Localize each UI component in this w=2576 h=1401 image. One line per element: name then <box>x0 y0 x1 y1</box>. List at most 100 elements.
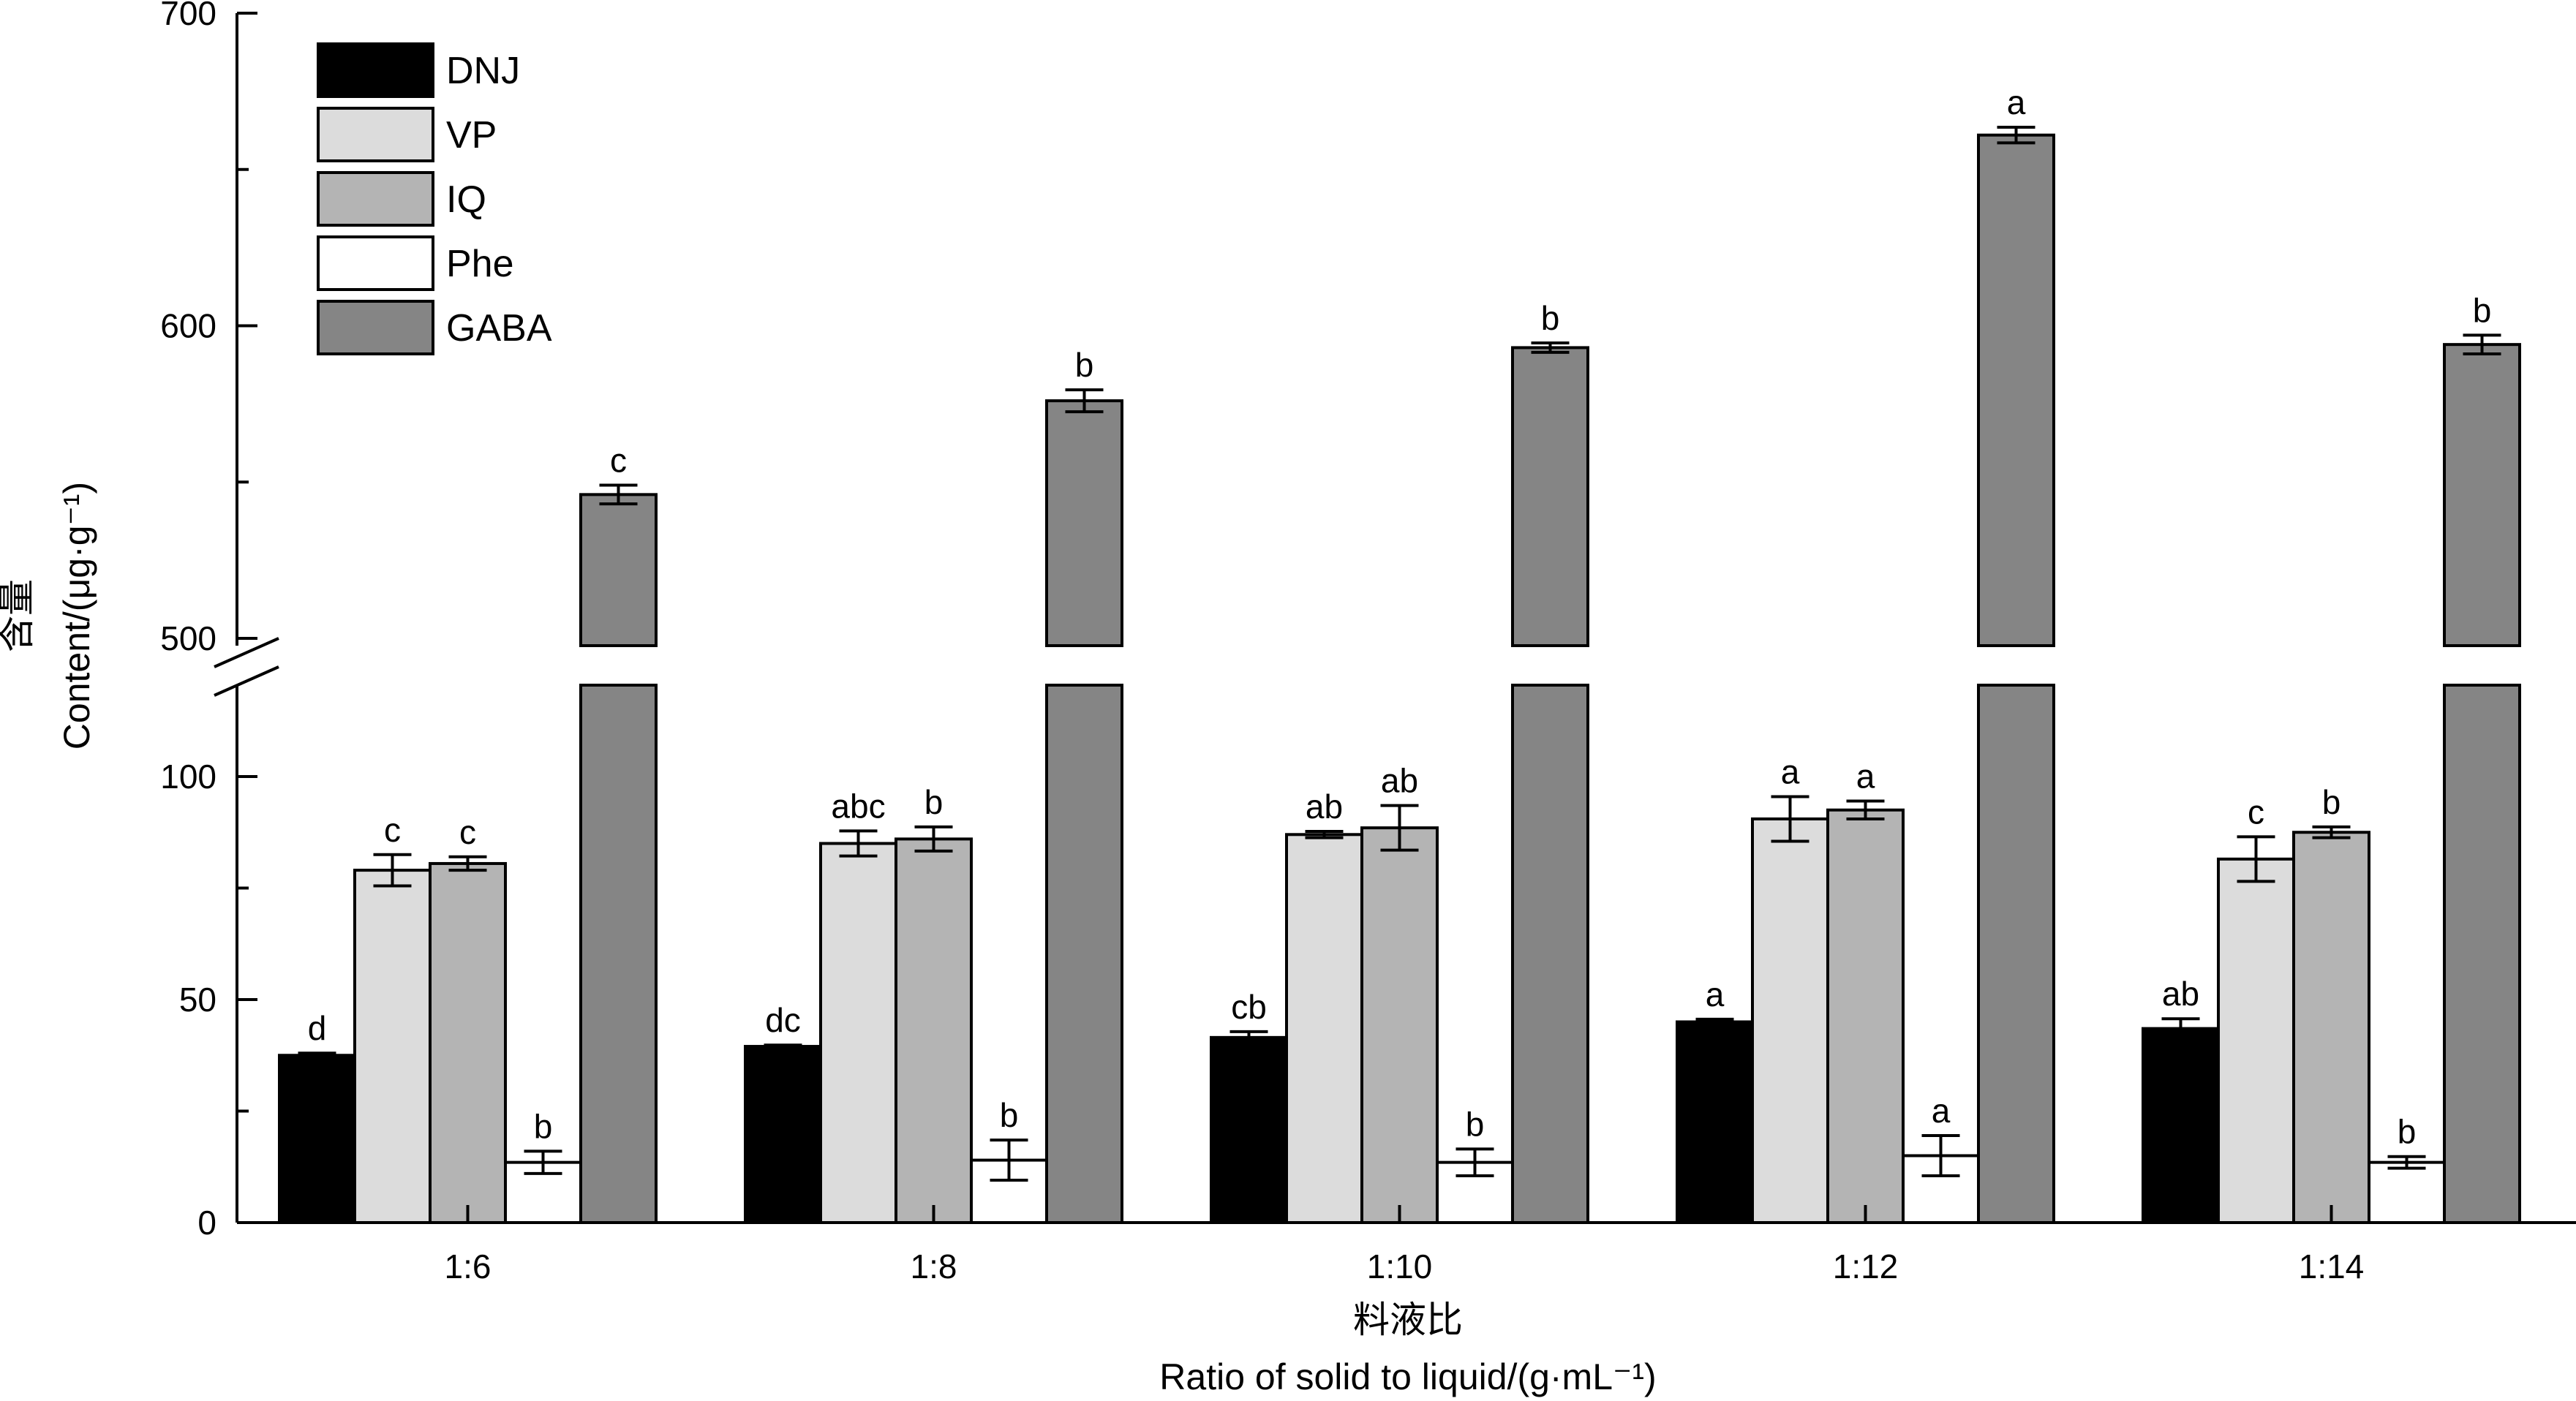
y-tick-label: 500 <box>160 619 216 657</box>
sig-label-IQ-1:14: b <box>2322 783 2341 821</box>
error-bar-DNJ-1:8 <box>764 1043 802 1049</box>
bar-GABA-1:14-upper <box>2443 343 2521 647</box>
axis-break-gap <box>238 647 2576 684</box>
x-axis-title: Ratio of solid to liquid/(g·mL⁻¹) <box>1159 1356 1656 1397</box>
error-bar-VP-1:6 <box>373 853 412 888</box>
sig-label-DNJ-1:6: d <box>308 1009 327 1047</box>
error-bar-GABA-1:14 <box>2463 333 2501 355</box>
legend-swatch-DNJ <box>317 42 434 98</box>
legend-swatch-Phe <box>317 235 434 291</box>
error-bar-GABA-1:10 <box>1531 341 1570 354</box>
sig-label-Phe-1:12: a <box>1932 1092 1951 1130</box>
sig-label-Phe-1:10: b <box>1466 1105 1485 1143</box>
bar-IQ-1:6 <box>429 861 507 1224</box>
sig-label-DNJ-1:8: dc <box>765 1001 801 1039</box>
bar-DNJ-1:14 <box>2142 1027 2220 1225</box>
bar-IQ-1:12 <box>1826 808 1905 1224</box>
sig-label-GABA-1:8: b <box>1075 346 1094 384</box>
sig-label-IQ-1:6: c <box>459 813 476 851</box>
sig-label-VP-1:8: abc <box>831 787 885 825</box>
x-tick-label-1:12: 1:12 <box>1833 1247 1899 1285</box>
x-tick-label-1:8: 1:8 <box>911 1247 957 1285</box>
error-bar-IQ-1:14 <box>2312 825 2351 839</box>
bar-GABA-1:10-lower <box>1511 684 1589 1224</box>
y-tick-label: 50 <box>179 981 216 1019</box>
bar-GABA-1:6-lower <box>579 684 658 1224</box>
y-tick-label: 700 <box>160 0 216 32</box>
bar-VP-1:14 <box>2217 857 2295 1224</box>
y-axis-title-cn: 含量 <box>0 579 37 652</box>
error-bar-IQ-1:8 <box>914 825 953 853</box>
error-bar-Phe-1:10 <box>1455 1147 1494 1177</box>
error-bar-IQ-1:12 <box>1846 799 1885 820</box>
sig-label-GABA-1:6: c <box>610 442 627 480</box>
bar-GABA-1:8-upper <box>1045 399 1123 647</box>
error-bar-DNJ-1:12 <box>1695 1017 1734 1027</box>
sig-label-DNJ-1:12: a <box>1706 975 1725 1013</box>
bar-DNJ-1:6 <box>278 1054 356 1224</box>
error-bar-DNJ-1:14 <box>2161 1017 2200 1041</box>
y-tick-label: 100 <box>160 758 216 796</box>
error-bar-VP-1:12 <box>1771 795 1809 843</box>
error-bar-IQ-1:6 <box>448 855 487 872</box>
sig-label-DNJ-1:10: cb <box>1231 988 1267 1026</box>
bar-DNJ-1:10 <box>1210 1035 1288 1224</box>
sig-label-IQ-1:10: ab <box>1381 762 1418 800</box>
legend-label-Phe: Phe <box>446 243 514 285</box>
sig-label-GABA-1:14: b <box>2473 291 2492 329</box>
bar-VP-1:6 <box>353 869 432 1224</box>
sig-label-Phe-1:6: b <box>534 1107 553 1145</box>
y-ticks: 0 50 100 500 600 700 <box>160 0 257 1242</box>
bar-GABA-1:10-upper <box>1511 346 1589 647</box>
bar-GABA-1:6-upper <box>579 493 658 647</box>
x-ticks: 1:6 1:8 1:10 1:12 1:14 <box>445 1205 2364 1285</box>
bar-IQ-1:8 <box>895 837 973 1224</box>
axis-break-mark-1 <box>214 637 279 668</box>
sig-label-Phe-1:14: b <box>2398 1113 2417 1151</box>
sig-label-IQ-1:8: b <box>924 783 944 821</box>
legend-label-DNJ: DNJ <box>446 50 520 92</box>
error-bar-Phe-1:8 <box>990 1138 1028 1182</box>
sig-label-VP-1:10: ab <box>1306 788 1343 826</box>
sig-label-VP-1:14: c <box>2248 793 2264 831</box>
bar-GABA-1:8-lower <box>1045 684 1123 1224</box>
legend-swatch-GABA <box>317 300 434 355</box>
bar-DNJ-1:12 <box>1676 1020 1754 1224</box>
error-bar-DNJ-1:6 <box>298 1051 336 1060</box>
sig-label-IQ-1:12: a <box>1856 758 1875 796</box>
error-bar-VP-1:8 <box>839 829 878 858</box>
bar-Phe-1:14 <box>2368 1160 2446 1225</box>
bar-VP-1:10 <box>1285 833 1363 1225</box>
error-bar-Phe-1:14 <box>2387 1155 2426 1170</box>
bar-GABA-1:12-upper <box>1977 133 2055 648</box>
bar-IQ-1:10 <box>1360 826 1439 1224</box>
bar-DNJ-1:8 <box>744 1045 822 1225</box>
error-bar-DNJ-1:10 <box>1229 1030 1268 1045</box>
bar-VP-1:12 <box>1751 817 1829 1224</box>
sig-label-Phe-1:8: b <box>1000 1096 1019 1134</box>
sig-label-VP-1:6: c <box>384 811 401 849</box>
legend: DNJ VP IQ Phe GABA <box>317 42 552 355</box>
error-bar-IQ-1:10 <box>1380 804 1419 852</box>
sig-label-GABA-1:10: b <box>1541 299 1560 337</box>
x-axis-title-cn: 料液比 <box>1353 1299 1463 1340</box>
y-tick-label: 0 <box>197 1204 216 1242</box>
bar-GABA-1:12-lower <box>1977 684 2055 1224</box>
error-bar-Phe-1:6 <box>524 1149 562 1175</box>
sig-label-VP-1:12: a <box>1781 752 1800 790</box>
error-bar-GABA-1:6 <box>599 483 638 506</box>
error-bar-GABA-1:12 <box>1997 126 2035 145</box>
error-bar-GABA-1:8 <box>1065 388 1104 414</box>
sig-label-DNJ-1:14: ab <box>2162 975 2199 1013</box>
axes-layer <box>214 13 2576 1224</box>
error-bar-VP-1:10 <box>1305 830 1344 839</box>
y-tick-label: 600 <box>160 307 216 345</box>
x-tick-label-1:10: 1:10 <box>1367 1247 1433 1285</box>
x-tick-label-1:6: 1:6 <box>445 1247 492 1285</box>
y-axis-title: Content/(μg·g⁻¹) <box>56 482 97 749</box>
bar-GABA-1:14-lower <box>2443 684 2521 1224</box>
legend-label-GABA: GABA <box>446 307 552 350</box>
legend-label-IQ: IQ <box>446 178 486 221</box>
